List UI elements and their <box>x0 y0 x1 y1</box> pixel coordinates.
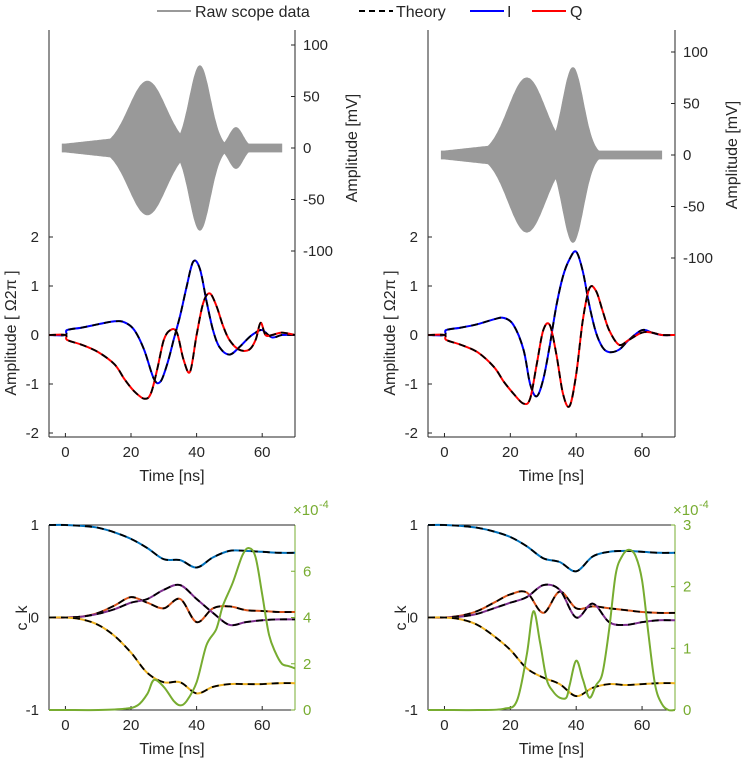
y-tick-label-left: 0 <box>410 327 418 344</box>
y-axis-label-right: Amplitude [mV] <box>724 101 741 209</box>
x-tick-label: 40 <box>568 444 585 461</box>
y-tick-label-right: 0 <box>683 147 691 164</box>
x-axis-label: Time [ns] <box>519 741 584 758</box>
theory-ck_1 <box>427 524 676 573</box>
series-ck_3 <box>427 583 676 626</box>
x-tick-label: 20 <box>123 717 140 734</box>
series-ck_2 <box>427 590 676 619</box>
y-tick-label-left: 1 <box>31 517 39 534</box>
y-tick-label-left: 2 <box>410 229 418 246</box>
y-axis-label-left: Amplitude [ Ω2π ] <box>3 270 20 395</box>
theory-ck_4 <box>427 616 676 698</box>
series-ck_3 <box>48 583 296 627</box>
series-ck_1 <box>48 523 296 569</box>
theory-q <box>427 285 676 408</box>
y-tick-label-left: -1 <box>26 376 39 393</box>
series-leakage <box>49 547 296 712</box>
y-tick-label-right: 0 <box>303 140 311 157</box>
y-tick-label-right: 50 <box>683 96 700 113</box>
series-leakage <box>428 548 676 712</box>
y-axis-label-right: Amplitude [mV] <box>344 94 361 202</box>
theory-ck_4 <box>48 616 296 695</box>
y-axis-label-left: c_k <box>393 605 410 631</box>
x-tick-label: 20 <box>502 717 519 734</box>
theory-ck_3 <box>48 583 296 627</box>
y-tick-label-right: 100 <box>303 37 328 54</box>
y-tick-label-right: 4 <box>303 610 311 627</box>
y-tick-label-right: 50 <box>303 89 320 106</box>
y-tick-label-left: 1 <box>410 517 418 534</box>
x-axis-label: Time [ns] <box>519 468 584 485</box>
y-tick-label-right: 0 <box>683 702 691 719</box>
y-tick-label-left: 2 <box>31 229 39 246</box>
y-tick-label-left: 0 <box>410 610 418 627</box>
right-axis-exponent-power: -4 <box>319 499 329 511</box>
y-tick-label-right: 1 <box>683 640 691 657</box>
legend-label-i: I <box>507 4 511 21</box>
panel-right-top: 0 20 40 60 Time [ns] -2 -1 0 1 2 100 50 0 -50 -100 Ampl… <box>382 30 741 485</box>
x-tick-label: 0 <box>61 717 69 734</box>
scope-envelope <box>440 67 663 243</box>
right-axis-exponent: ×10 <box>293 502 318 519</box>
y-tick-label-left: 0 <box>31 610 39 627</box>
y-tick-label-right: 0 <box>303 702 311 719</box>
theory-ck_1 <box>48 524 296 569</box>
y-tick-label-right: 2 <box>303 656 311 673</box>
x-tick-label: 0 <box>61 444 69 461</box>
y-tick-label-right: -50 <box>303 192 325 209</box>
x-axis-label: Time [ns] <box>139 468 204 485</box>
x-tick-label: 40 <box>568 717 585 734</box>
theory-ck_2 <box>48 596 296 624</box>
theory-ck_2 <box>427 590 676 619</box>
y-tick-label-left: -2 <box>405 425 418 442</box>
series-ck_2 <box>48 596 296 624</box>
right-axis-exponent: ×10 <box>673 502 698 519</box>
series-ck_4 <box>427 616 676 698</box>
x-axis-label: Time [ns] <box>139 741 204 758</box>
panel-left-top: 0 20 40 60 Time [ns] -2 -1 0 1 2 100 50 0 -50 -100 Ampl… <box>3 30 361 485</box>
y-tick-label-right: 6 <box>303 563 311 580</box>
x-tick-label: 60 <box>634 717 651 734</box>
legend-label-raw: Raw scope data <box>195 4 310 21</box>
x-tick-label: 60 <box>634 444 651 461</box>
y-axis-label-left: c_k <box>14 605 31 631</box>
y-tick-label-left: 0 <box>31 327 39 344</box>
right-axis-exponent-power: -4 <box>699 499 709 511</box>
y-tick-label-left: -1 <box>405 702 418 719</box>
y-tick-label-left: -2 <box>26 425 39 442</box>
y-tick-label-right: -100 <box>303 243 333 260</box>
y-tick-label-right: 3 <box>683 517 691 534</box>
scope-envelope <box>61 65 283 231</box>
y-tick-label-right: -50 <box>683 199 705 216</box>
series-i <box>427 250 676 398</box>
theory-q <box>48 292 296 400</box>
legend: Raw scope data Theory I Q <box>157 4 582 21</box>
x-tick-label: 20 <box>123 444 140 461</box>
y-tick-label-left: -1 <box>26 702 39 719</box>
y-tick-label-right: 2 <box>683 579 691 596</box>
theory-i <box>427 250 676 398</box>
legend-label-q: Q <box>570 4 582 21</box>
y-tick-label-left: 1 <box>410 278 418 295</box>
theory-ck_3 <box>427 583 676 626</box>
x-tick-label: 60 <box>254 717 271 734</box>
x-tick-label: 0 <box>440 444 448 461</box>
x-tick-label: 60 <box>254 444 271 461</box>
y-axis-label-left: Amplitude [ Ω2π ] <box>382 270 399 395</box>
theory-i <box>48 259 296 385</box>
series-i <box>48 259 296 385</box>
y-tick-label-right: 100 <box>683 44 708 61</box>
y-tick-label-right: -100 <box>683 250 713 267</box>
x-tick-label: 0 <box>440 717 448 734</box>
x-tick-label: 20 <box>502 444 519 461</box>
y-tick-label-left: 1 <box>31 278 39 295</box>
y-tick-label-left: -1 <box>405 376 418 393</box>
legend-label-theory: Theory <box>396 4 446 21</box>
x-tick-label: 40 <box>188 717 205 734</box>
x-tick-label: 40 <box>188 444 205 461</box>
